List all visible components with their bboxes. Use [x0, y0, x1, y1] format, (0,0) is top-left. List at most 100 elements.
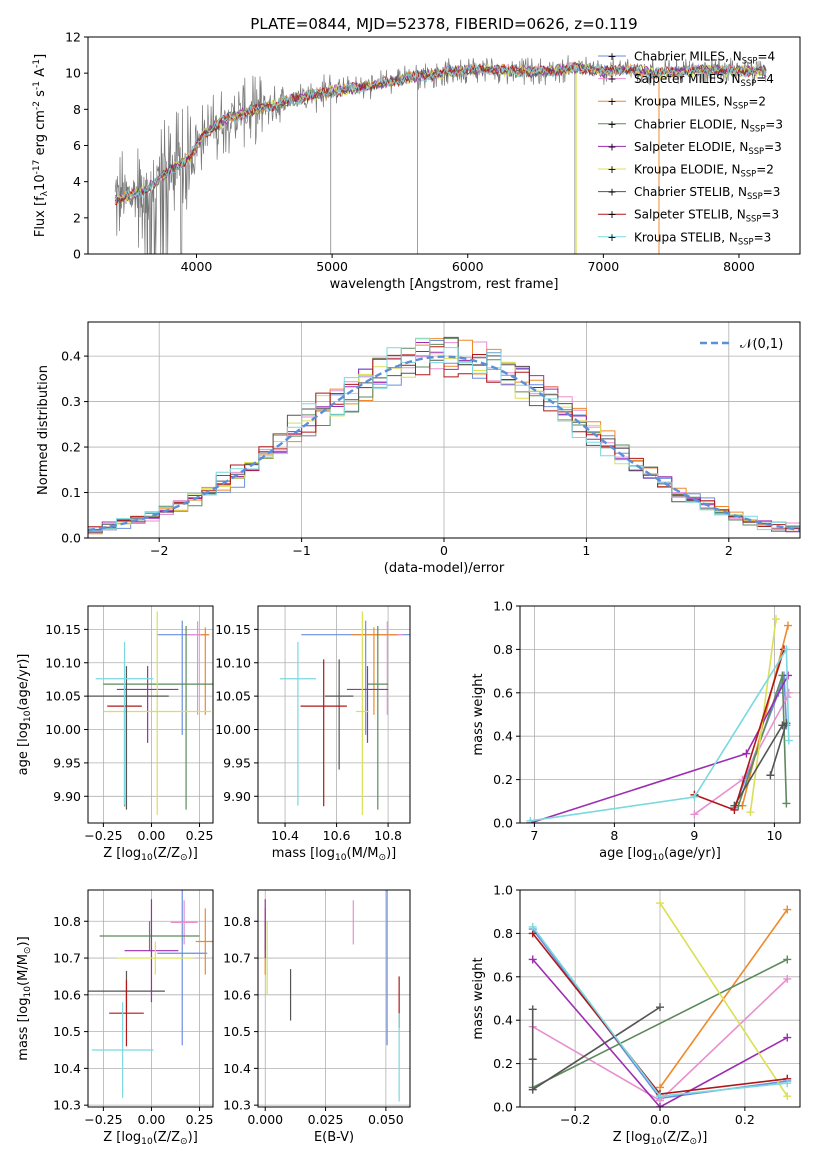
y-axis-label: age [log10​(age/yr)]: [16, 654, 33, 776]
weight-line: [733, 721, 788, 807]
y-tick-label: 1.0: [493, 883, 513, 898]
y-tick-label: 0.6: [493, 969, 513, 984]
y-tick-label: 0.0: [61, 531, 81, 546]
y-tick-label: 10.4: [53, 1061, 81, 1076]
legend-marker: +: [607, 163, 616, 176]
axes: −2 −1 0 1 2 0.0 0.1 0.2 0.3 0.4 (data-model)/error…: [36, 321, 801, 576]
y-tick-label: 1.0: [493, 599, 513, 614]
x-tick-label: 10.4: [271, 828, 299, 843]
x-tick-label: 5000: [316, 259, 348, 274]
plot-area: [88, 611, 213, 815]
y-tick-label: 10.10: [215, 655, 251, 670]
weight-line: [532, 958, 788, 1107]
y-tick-label: 9.90: [53, 789, 81, 804]
y-tick-label: 10.7: [223, 951, 251, 966]
axes-frame: [519, 605, 801, 824]
legend-marker: +: [607, 208, 616, 221]
weight-marker: [772, 615, 780, 624]
x-tick-label: −0.2: [560, 1112, 590, 1127]
x-tick-label: 0: [440, 543, 448, 558]
weight-marker: [783, 905, 792, 914]
x-axis-label: E(B-V): [314, 1130, 354, 1145]
x-tick-label: 0.25: [186, 1112, 214, 1127]
legend: + Chabrier MILES, NSSP​=4 + Salpeter MILES,…: [598, 50, 783, 246]
panel-mass-vs-ebv: 0.000 0.025 0.050 10.3 10.4 10.5 10.6 10.7 10.8 E…: [223, 889, 411, 1145]
weight-marker: [783, 1033, 792, 1042]
x-axis-label: mass [log10​(M/M⊙​)]: [272, 846, 396, 863]
weight-marker: [656, 1092, 664, 1101]
weight-line: [659, 902, 788, 1097]
x-tick-label: 0.00: [138, 1112, 166, 1127]
y-tick-label: 10.6: [223, 987, 251, 1002]
y-tick-label: 10.4: [223, 1061, 251, 1076]
panel-mass-vs-Z: −0.25 0.00 0.25 10.3 10.4 10.5 10.6 10.7 10.8 Z […: [16, 889, 214, 1147]
x-tick-label: 1: [582, 543, 590, 558]
x-tick-label: 7000: [587, 259, 619, 274]
legend-marker: +: [607, 231, 616, 244]
axes-frame: [87, 605, 214, 824]
model-curve: [114, 62, 767, 204]
plot-area: [114, 55, 767, 254]
x-tick-label: −2: [150, 543, 168, 558]
y-tick-label: 0.2: [493, 772, 513, 787]
x-tick-label: 0.000: [247, 1112, 283, 1127]
x-tick-label: 4000: [181, 259, 213, 274]
x-tick-label: 6000: [452, 259, 484, 274]
weight-marker: [656, 1003, 664, 1012]
weight-marker: [783, 1092, 792, 1101]
plot-area: [88, 890, 213, 1098]
x-tick-label: −1: [292, 543, 310, 558]
x-tick-label: 0.0: [650, 1112, 670, 1127]
legend-label: Salpeter ELODIE, NSSP​=3: [634, 140, 782, 156]
y-tick-label: 10.3: [223, 1098, 251, 1113]
weight-marker: [528, 955, 537, 964]
y-tick-label: 10.00: [215, 722, 251, 737]
x-axis-label: age [log10​(age/yr)]: [599, 846, 721, 863]
legend-marker: +: [607, 186, 616, 199]
y-tick-label: 10.8: [53, 914, 81, 929]
y-axis-label: mass weight: [471, 957, 486, 1039]
legend-label: Kroupa STELIB, NSSP​=3: [634, 230, 771, 246]
weight-marker: [528, 922, 537, 931]
histogram: [88, 337, 800, 532]
weight-marker: [783, 974, 792, 983]
x-tick-label: 0.2: [735, 1112, 755, 1127]
weight-marker: [783, 1079, 792, 1088]
x-tick-label: 9: [690, 828, 698, 843]
axes: −0.2 0.0 0.2 0.0 0.2 0.4 0.6 0.8 1.0 Z [log10​(Z/…: [471, 883, 801, 1147]
y-tick-label: 10.3: [53, 1098, 81, 1113]
weight-marker: [690, 810, 699, 819]
y-tick-label: 0.6: [493, 685, 513, 700]
y-tick-label: 0.8: [493, 926, 513, 941]
y-tick-label: 0.0: [493, 1100, 513, 1115]
x-tick-label: 10.6: [323, 828, 351, 843]
plot-area: [88, 336, 800, 535]
y-tick-label: 10.5: [223, 1024, 251, 1039]
plot-area: [528, 899, 792, 1107]
plot-area: [264, 890, 400, 1102]
axes-frame: [87, 889, 214, 1108]
weight-marker: [784, 621, 792, 630]
y-axis-label: Normed distribution: [36, 365, 51, 495]
weight-line: [530, 675, 789, 823]
x-tick-label: −0.25: [84, 1112, 122, 1127]
y-tick-label: 0: [73, 247, 81, 262]
weight-marker: [656, 899, 664, 908]
axes: 0.000 0.025 0.050 10.3 10.4 10.5 10.6 10.7 10.8 E…: [223, 889, 411, 1145]
normal-curve: [88, 355, 800, 532]
y-tick-label: 0.1: [61, 485, 81, 500]
weight-line: [530, 646, 790, 822]
axes: −0.25 0.00 0.25 9.90 9.95 10.00 10.05 10.10 10.1…: [16, 605, 214, 863]
y-tick-label: 10.05: [215, 689, 251, 704]
x-tick-label: 8000: [723, 259, 755, 274]
y-tick-label: 10.15: [215, 622, 251, 637]
y-tick-label: 0.2: [493, 1056, 513, 1071]
weight-marker: [766, 771, 775, 780]
y-axis-label: Flux [fλ​10-17​ erg cm-2​ s-1​ A-1​]: [32, 54, 50, 237]
y-tick-label: 10.6: [53, 987, 81, 1002]
legend-label: Kroupa MILES, NSSP​=2: [634, 95, 766, 111]
model-curve: [114, 61, 767, 201]
y-tick-label: 2: [73, 210, 81, 225]
x-tick-label: 0.25: [186, 828, 214, 843]
weight-marker: [528, 1005, 537, 1014]
